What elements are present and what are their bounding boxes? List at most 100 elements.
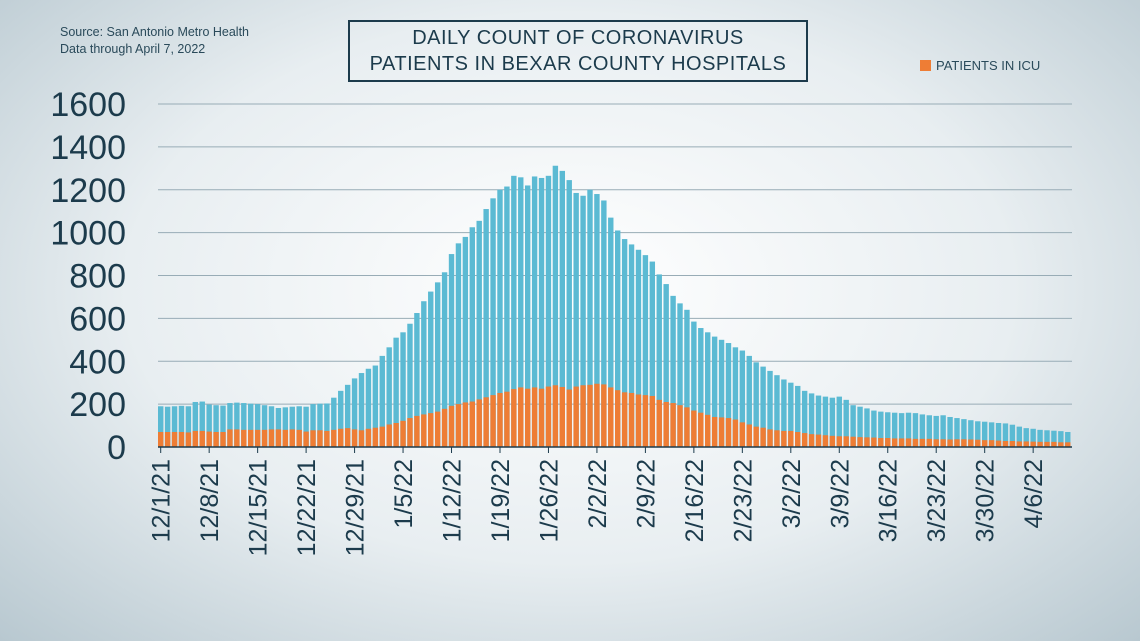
bar-total bbox=[753, 362, 759, 447]
bar-icu bbox=[732, 419, 739, 447]
bar-icu bbox=[635, 394, 642, 447]
bar-icu bbox=[767, 429, 773, 447]
bar-total bbox=[836, 396, 842, 447]
bar-total bbox=[1044, 430, 1050, 447]
bar-total bbox=[421, 301, 427, 447]
bar-total bbox=[407, 323, 413, 447]
bar-icu bbox=[531, 387, 538, 447]
bar-icu bbox=[601, 384, 607, 447]
bar-total bbox=[649, 261, 656, 447]
x-tick-label: 2/9/22 bbox=[632, 459, 660, 529]
bar-total bbox=[933, 415, 939, 447]
bar-icu bbox=[241, 429, 247, 447]
x-tick-label: 3/23/22 bbox=[923, 459, 951, 542]
y-tick-label: 200 bbox=[69, 386, 126, 424]
bar-icu bbox=[400, 420, 406, 447]
bar-icu bbox=[407, 418, 413, 447]
x-tick-label: 12/8/21 bbox=[196, 459, 224, 542]
bar-icu bbox=[975, 439, 981, 447]
bar-icu bbox=[691, 410, 697, 447]
bar-total bbox=[358, 373, 365, 447]
x-tick-label: 12/15/21 bbox=[245, 459, 273, 556]
bar-total bbox=[261, 405, 268, 447]
bar-total bbox=[324, 403, 330, 447]
bar-icu bbox=[746, 424, 752, 447]
bar-icu bbox=[615, 390, 621, 447]
bar-total bbox=[912, 413, 919, 447]
bar-total bbox=[587, 189, 593, 447]
bar-icu bbox=[677, 405, 683, 447]
bar-icu bbox=[698, 412, 704, 447]
bar-total bbox=[801, 390, 808, 447]
bar-icu bbox=[199, 430, 205, 447]
bar-icu bbox=[788, 430, 794, 447]
x-tick-label: 3/30/22 bbox=[972, 459, 1000, 542]
bar-total bbox=[594, 194, 600, 447]
bar-icu bbox=[1002, 440, 1009, 447]
legend-label-icu: PATIENTS IN ICU bbox=[936, 58, 1041, 73]
bar-icu bbox=[968, 439, 974, 447]
bar-total bbox=[241, 403, 247, 447]
bar-icu bbox=[573, 386, 579, 447]
bar-total bbox=[864, 408, 870, 447]
bar-total bbox=[725, 343, 732, 447]
bar-icu bbox=[483, 397, 489, 447]
bar-total bbox=[760, 366, 766, 447]
bar-icu bbox=[490, 395, 496, 447]
bar-icu bbox=[254, 429, 261, 447]
bar-total bbox=[850, 405, 856, 447]
bar-total bbox=[282, 407, 289, 447]
bar-total bbox=[441, 272, 448, 447]
bar-total bbox=[338, 390, 344, 447]
bar-total bbox=[718, 339, 725, 447]
bar-icu bbox=[705, 414, 711, 447]
bar-icu bbox=[739, 422, 746, 447]
bar-icu bbox=[213, 431, 219, 447]
bar-icu bbox=[822, 435, 829, 447]
bar-total bbox=[504, 186, 510, 448]
bar-total bbox=[954, 418, 960, 447]
bar-total bbox=[185, 406, 192, 447]
bar-total bbox=[531, 176, 538, 448]
bar-icu bbox=[954, 439, 960, 447]
bar-icu bbox=[421, 414, 427, 447]
bar-icu bbox=[434, 411, 441, 447]
bar-icu bbox=[871, 437, 877, 447]
bar-total bbox=[1009, 424, 1016, 447]
bar-icu bbox=[878, 437, 884, 447]
bar-total bbox=[746, 355, 752, 447]
bar-total bbox=[469, 227, 475, 447]
bar-icu bbox=[961, 439, 967, 447]
bar-icu bbox=[815, 434, 822, 447]
bar-total bbox=[670, 295, 676, 447]
bar-total bbox=[878, 411, 884, 447]
x-tick-label: 12/1/21 bbox=[148, 459, 176, 542]
y-tick-label: 1600 bbox=[50, 86, 126, 124]
bar-total bbox=[365, 368, 372, 447]
bar-total bbox=[414, 313, 420, 447]
bar-total bbox=[400, 332, 406, 447]
bar-total bbox=[635, 249, 642, 447]
x-tick-label: 12/22/21 bbox=[293, 459, 321, 556]
bar-icu bbox=[670, 403, 676, 447]
bar-total bbox=[968, 420, 974, 447]
bar-total bbox=[885, 412, 891, 447]
bar-icu bbox=[947, 439, 953, 447]
bar-icu bbox=[760, 427, 766, 447]
data-date-line: Data through April 7, 2022 bbox=[60, 42, 206, 56]
bar-icu bbox=[365, 428, 372, 447]
bar-total bbox=[497, 189, 503, 447]
bar-icu bbox=[684, 407, 690, 447]
bar-total bbox=[171, 406, 178, 447]
bar-total bbox=[303, 406, 309, 447]
bar-icu bbox=[164, 431, 171, 447]
x-tick-label: 1/12/22 bbox=[439, 459, 467, 542]
bar-total bbox=[192, 401, 199, 447]
bar-icu bbox=[711, 416, 718, 447]
y-tick-label: 1000 bbox=[50, 215, 126, 253]
bar-icu bbox=[933, 439, 939, 447]
bar-icu bbox=[393, 422, 399, 447]
bar-icu bbox=[885, 437, 891, 447]
source-note: Source: San Antonio Metro Health Data th… bbox=[60, 24, 249, 58]
bar-icu bbox=[344, 428, 351, 447]
